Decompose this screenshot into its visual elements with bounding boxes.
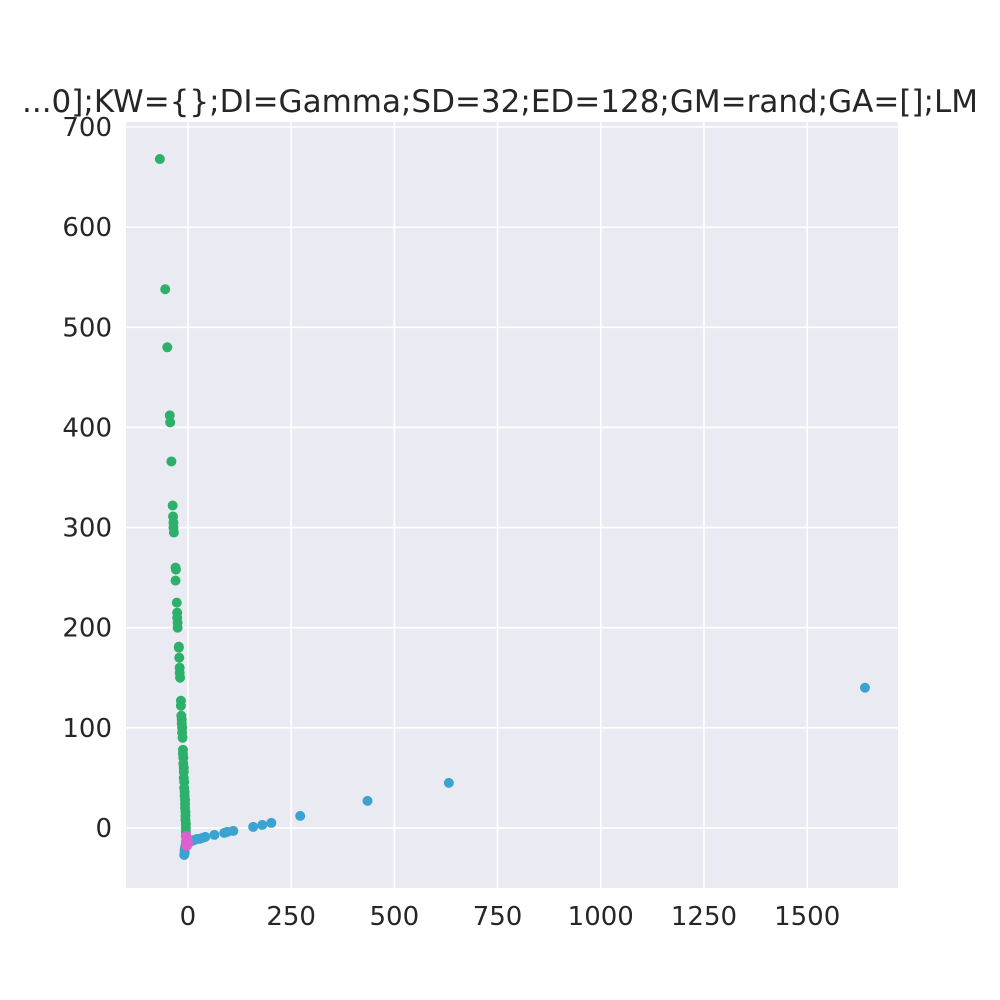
x-tick-label: 1250: [671, 902, 737, 932]
data-point-series-1: [162, 342, 173, 353]
y-axis-ticks: 0 100 200 300 400 500 600 700: [62, 113, 112, 844]
x-tick-label: 1500: [774, 902, 840, 932]
data-point-series-1: [168, 527, 179, 538]
data-point-series-2: [179, 849, 190, 860]
data-point-series-1: [177, 732, 188, 743]
data-point-series-2: [219, 827, 230, 838]
data-point-series-1: [172, 622, 183, 633]
data-point-series-1: [175, 700, 186, 711]
data-point-series-1: [170, 564, 181, 575]
y-tick-label: 0: [95, 814, 112, 844]
data-point-series-2: [859, 682, 870, 693]
y-tick-label: 100: [62, 714, 112, 744]
y-tick-label: 500: [62, 313, 112, 343]
data-point-series-2: [266, 817, 277, 828]
data-point-series-3: [181, 840, 192, 851]
data-point-series-2: [295, 810, 306, 821]
data-point-series-2: [362, 795, 373, 806]
data-point-series-1: [174, 652, 185, 663]
data-point-series-1: [171, 597, 182, 608]
plot-area: [126, 122, 898, 888]
y-tick-label: 400: [62, 413, 112, 443]
data-point-series-1: [170, 575, 181, 586]
data-point-series-2: [257, 819, 268, 830]
data-point-series-1: [165, 417, 176, 428]
x-axis-ticks: 0 250 500 750 1000 1250 1500: [180, 902, 841, 932]
data-point-series-2: [443, 777, 454, 788]
chart-title: ...0];KW={};DI=Gamma;SD=32;ED=128;GM=ran…: [22, 84, 978, 120]
x-tick-label: 750: [473, 902, 523, 932]
y-tick-label: 200: [62, 614, 112, 644]
data-points: [154, 154, 870, 860]
x-tick-label: 500: [370, 902, 420, 932]
x-tick-label: 250: [266, 902, 316, 932]
data-point-series-1: [173, 642, 184, 653]
x-tick-label: 0: [180, 902, 197, 932]
data-point-series-1: [175, 672, 186, 683]
data-point-series-1: [166, 456, 177, 467]
y-tick-label: 600: [62, 213, 112, 243]
data-point-series-1: [167, 500, 178, 511]
y-tick-label: 700: [62, 113, 112, 143]
data-point-series-2: [209, 829, 220, 840]
data-point-series-2: [248, 821, 259, 832]
data-point-series-1: [160, 284, 171, 295]
y-tick-label: 300: [62, 514, 112, 544]
x-tick-label: 1000: [568, 902, 634, 932]
data-point-series-1: [154, 154, 165, 165]
grid-lines: [126, 122, 898, 888]
